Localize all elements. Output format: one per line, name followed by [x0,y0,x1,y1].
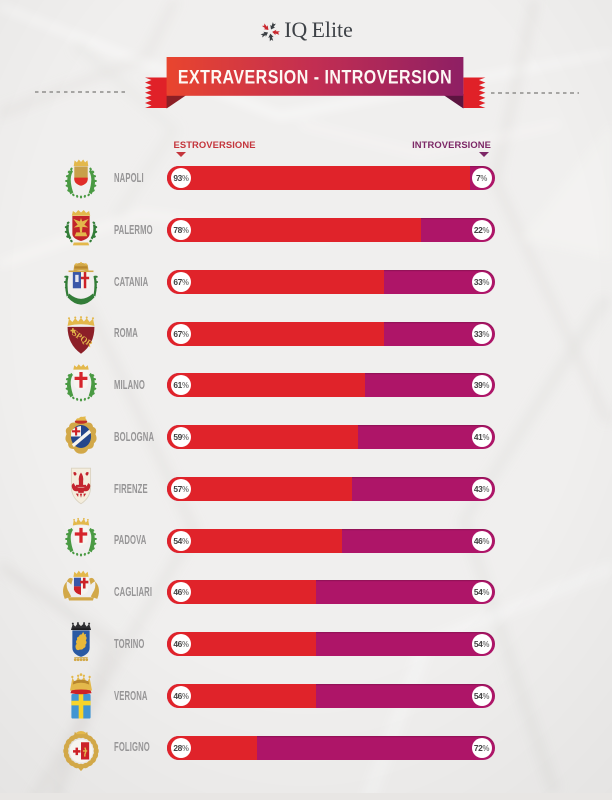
svg-text:EXTRAVERSION - INTROVERSION: EXTRAVERSION - INTROVERSION [178,66,452,88]
